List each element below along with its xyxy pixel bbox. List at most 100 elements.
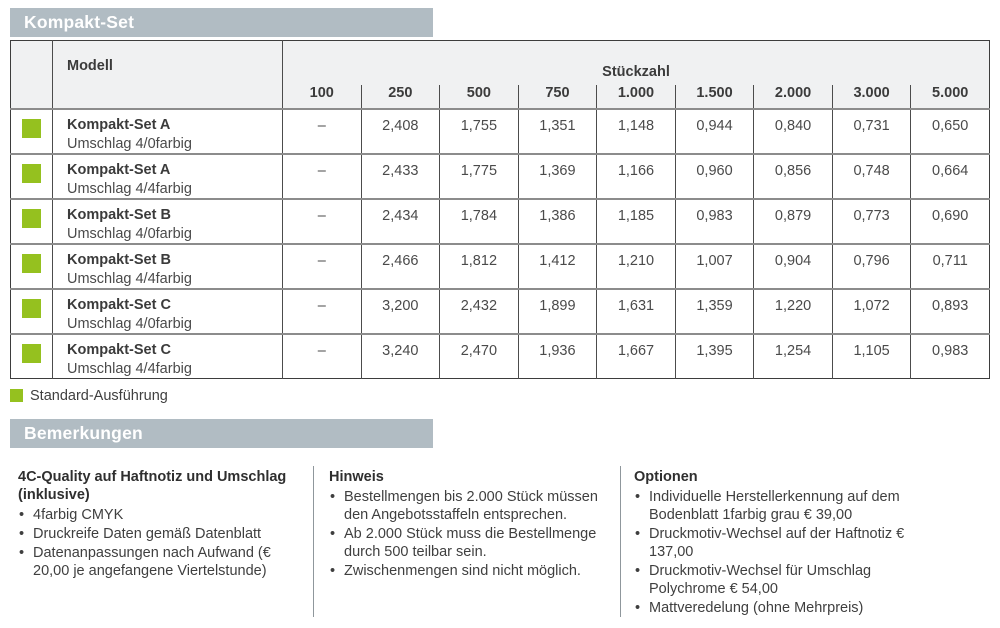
table-row: Kompakt-Set C Umschlag 4/4farbig – 3,240… <box>10 332 990 378</box>
notes-item: 4farbig CMYK <box>18 506 303 524</box>
price-cell: – <box>282 287 362 334</box>
price-cell: 2,433 <box>360 152 440 199</box>
legend: Standard-Ausführung <box>10 388 1000 404</box>
price-cell: 0,840 <box>753 107 833 154</box>
price-cell: 1,254 <box>753 332 833 378</box>
table-row: Kompakt-Set A Umschlag 4/0farbig – 2,408… <box>10 107 990 154</box>
quantity-column-header: 1.000 <box>596 84 676 109</box>
price-cell: 1,412 <box>517 242 597 289</box>
quantity-column-header: 250 <box>360 84 440 109</box>
quantity-column-header: 1.500 <box>674 84 754 109</box>
notes-list: Bestellmengen bis 2.000 Stück müssen den… <box>329 488 610 580</box>
price-cell: 2,466 <box>360 242 440 289</box>
price-cell: 0,960 <box>674 152 754 199</box>
standard-color-swatch <box>22 208 41 228</box>
notes-item: Bestellmengen bis 2.000 Stück müssen den… <box>329 488 610 524</box>
quantity-column-header: 5.000 <box>910 84 990 109</box>
price-cell: 1,755 <box>439 107 519 154</box>
price-cell: 3,200 <box>360 287 440 334</box>
price-cell: 1,351 <box>517 107 597 154</box>
price-cell: 1,899 <box>517 287 597 334</box>
price-cell: 0,856 <box>753 152 833 199</box>
standard-color-swatch <box>22 118 41 138</box>
price-cell: 0,944 <box>674 107 754 154</box>
price-cell: 1,359 <box>674 287 754 334</box>
section-title: Bemerkungen <box>24 422 143 443</box>
price-cell: 1,105 <box>831 332 911 378</box>
notes-item: Individuelle Herstellerkennung auf dem B… <box>634 488 934 524</box>
notes-list: Individuelle Herstellerkennung auf dem B… <box>634 488 934 617</box>
price-cell: 0,904 <box>753 242 833 289</box>
price-cell: 1,369 <box>517 152 597 199</box>
price-cell: 1,220 <box>753 287 833 334</box>
price-cell: 3,240 <box>360 332 440 378</box>
model-subtitle: Umschlag 4/4farbig <box>67 270 192 287</box>
price-cell: 0,983 <box>910 332 990 378</box>
price-cell: 1,784 <box>439 197 519 244</box>
price-cell: 0,983 <box>674 197 754 244</box>
legend-label: Standard-Ausführung <box>30 387 168 404</box>
price-cell: 1,667 <box>596 332 676 378</box>
price-cell: 0,690 <box>910 197 990 244</box>
model-subtitle: Umschlag 4/4farbig <box>67 360 192 377</box>
model-name: Kompakt-Set A <box>67 116 171 133</box>
standard-swatch-cell <box>10 152 53 199</box>
price-cell: 0,711 <box>910 242 990 289</box>
table-row: Kompakt-Set C Umschlag 4/0farbig – 3,200… <box>10 287 990 334</box>
header-row-quantities: 100 250 500 750 1.000 1.500 2.000 3.000 … <box>11 84 990 109</box>
price-cell: 2,470 <box>439 332 519 378</box>
price-cell: 0,650 <box>910 107 990 154</box>
notes-item: Druckmotiv-Wechsel für Umschlag Polychro… <box>634 562 934 598</box>
price-cell: 1,185 <box>596 197 676 244</box>
standard-swatch-cell <box>10 242 53 289</box>
price-cell: 1,775 <box>439 152 519 199</box>
notes-title: Optionen <box>634 468 698 485</box>
swatch-column-header <box>10 40 53 109</box>
model-subtitle: Umschlag 4/0farbig <box>67 315 192 332</box>
standard-swatch-cell <box>10 197 53 244</box>
header-row-top: Modell Stückzahl <box>10 40 990 109</box>
standard-color-swatch-icon <box>10 389 23 402</box>
price-cell: 1,072 <box>831 287 911 334</box>
notes-item: Druckmotiv-Wechsel auf der Haftnotiz € 1… <box>634 525 934 561</box>
notes-item: Mattveredelung (ohne Mehrpreis) <box>634 599 934 617</box>
price-cell: – <box>282 152 362 199</box>
quantity-column-header: 500 <box>439 84 519 109</box>
notes-item: Ab 2.000 Stück muss die Bestellmenge dur… <box>329 525 610 561</box>
quantity-column-header: 750 <box>517 84 597 109</box>
notes-title: Hinweis <box>329 468 384 485</box>
model-column-header: Modell <box>52 40 283 109</box>
price-cell: 2,434 <box>360 197 440 244</box>
price-cell: 1,166 <box>596 152 676 199</box>
standard-swatch-cell <box>10 107 53 154</box>
price-cell: 1,631 <box>596 287 676 334</box>
model-subtitle: Umschlag 4/4farbig <box>67 180 192 197</box>
notes-title: 4C-Quality auf Haftnotiz und Umschlag (i… <box>18 468 287 503</box>
price-cell: 0,796 <box>831 242 911 289</box>
notes-list: 4farbig CMYK Druckreife Daten gemäß Date… <box>18 506 303 580</box>
price-cell: 0,731 <box>831 107 911 154</box>
standard-color-swatch <box>22 298 41 318</box>
page: Kompakt-Set Modell Stückzahl 100 250 500… <box>0 8 1000 628</box>
model-cell: Kompakt-Set C Umschlag 4/4farbig <box>52 332 283 378</box>
price-cell: – <box>282 332 362 378</box>
model-name: Kompakt-Set C <box>67 296 171 313</box>
quantity-column-header: 2.000 <box>753 84 833 109</box>
quantity-column-header: 100 <box>282 84 362 109</box>
standard-color-swatch <box>22 253 41 273</box>
price-cell: 1,007 <box>674 242 754 289</box>
model-cell: Kompakt-Set A Umschlag 4/4farbig <box>52 152 283 199</box>
notes-column-hinweis: Hinweis Bestellmengen bis 2.000 Stück mü… <box>313 465 620 617</box>
price-cell: 1,812 <box>439 242 519 289</box>
notes-item: Druckreife Daten gemäß Datenblatt <box>18 525 303 543</box>
price-cell: 1,148 <box>596 107 676 154</box>
standard-swatch-cell <box>10 287 53 334</box>
section-header-bemerkungen: Bemerkungen <box>10 418 433 448</box>
notes-column-quality: 4C-Quality auf Haftnotiz und Umschlag (i… <box>10 466 313 617</box>
price-cell: 0,773 <box>831 197 911 244</box>
notes-item: Zwischenmengen sind nicht möglich. <box>329 562 610 580</box>
standard-color-swatch <box>22 343 41 363</box>
notes-column-optionen: Optionen Individuelle Herstellerkennung … <box>620 465 990 617</box>
price-table-wrap: Modell Stückzahl 100 250 500 750 1.000 1… <box>10 40 990 379</box>
price-cell: – <box>282 197 362 244</box>
